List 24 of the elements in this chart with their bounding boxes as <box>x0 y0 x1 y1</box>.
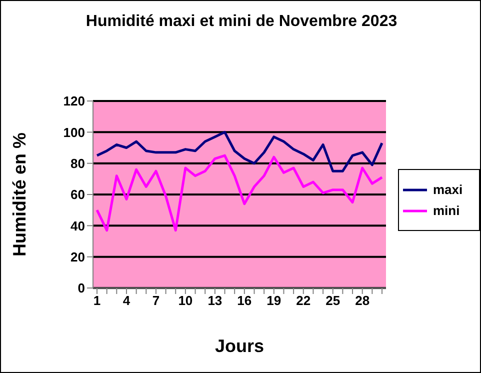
line-series <box>96 130 384 172</box>
x-tick-label: 28 <box>355 293 370 308</box>
y-tick-label: 60 <box>70 187 85 202</box>
x-tick-label: 16 <box>237 293 252 308</box>
y-tick-label: 120 <box>63 94 85 109</box>
x-tick-label: 10 <box>178 293 193 308</box>
y-tick-label: 80 <box>70 156 85 171</box>
x-tick-label: 7 <box>152 293 160 308</box>
line-series <box>96 154 384 232</box>
y-tick-label: 20 <box>70 249 85 264</box>
chart-title: Humidité maxi et mini de Novembre 2023 <box>84 13 398 31</box>
y-tick-label: 0 <box>78 280 85 296</box>
x-tick-label: 19 <box>266 293 282 308</box>
x-tick-label: 25 <box>326 293 340 308</box>
x-tick-label: 4 <box>122 293 131 308</box>
y-tick-label: 40 <box>70 218 85 234</box>
x-tick-label: 1 <box>93 293 101 308</box>
x-axis-title: Jours <box>214 336 264 356</box>
legend-label: mini <box>433 203 460 218</box>
legend-label: maxi <box>433 182 463 197</box>
x-tick-label: 22 <box>296 293 311 308</box>
x-tick-label: 13 <box>208 293 222 308</box>
y-axis-title: Humidité en % <box>9 132 30 257</box>
y-tick-label: 100 <box>63 124 85 140</box>
